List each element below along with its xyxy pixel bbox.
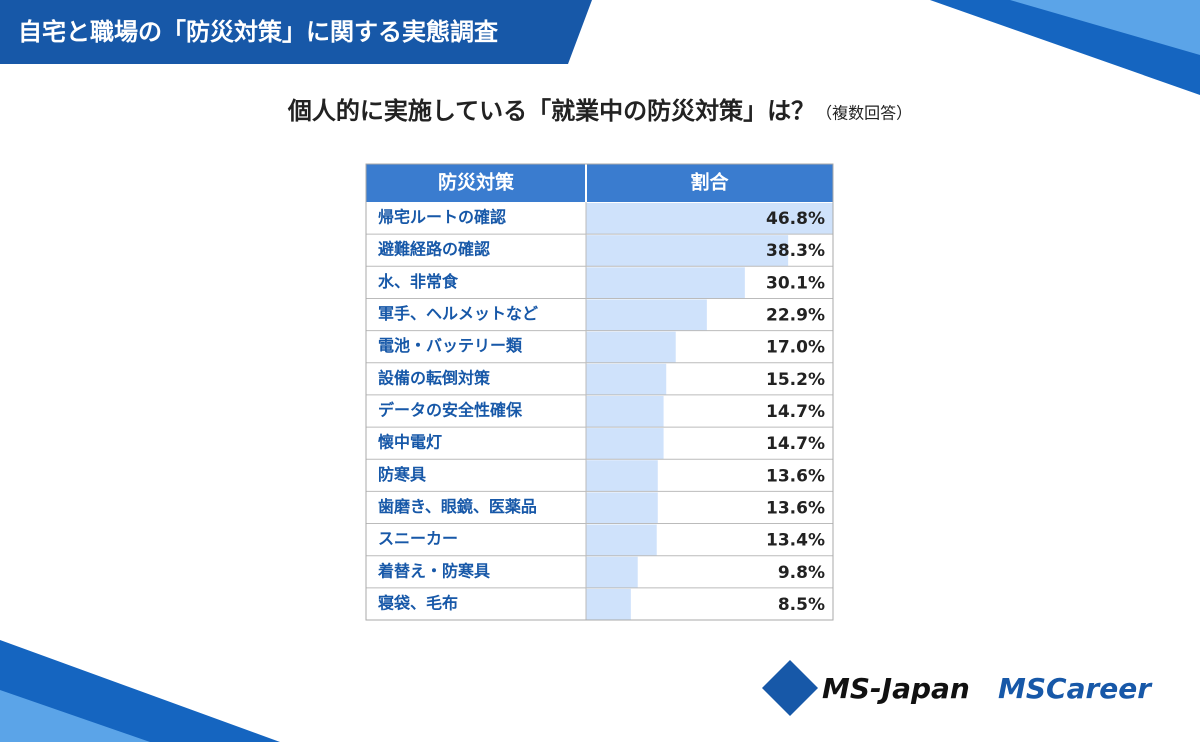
bar (586, 492, 658, 524)
logo-icon (762, 660, 818, 716)
value-label: 13.4% (766, 531, 825, 551)
header-title: 自宅と職場の「防災対策」に関する実態調査 (18, 18, 498, 46)
row-label: スニーカー (378, 529, 458, 548)
row-label: 電池・バッテリー類 (378, 336, 523, 355)
bar (586, 556, 638, 588)
row-label: 軍手、ヘルメットなど (378, 304, 538, 323)
row-label: 設備の転倒対策 (378, 368, 491, 387)
chart-subtitle: （複数回答） (816, 104, 912, 123)
logo-text: MS-Japan (822, 672, 970, 705)
row-label: 防寒具 (378, 465, 426, 484)
table-border (365, 163, 834, 621)
row-label: データの安全性確保 (378, 401, 523, 420)
value-label: 14.7% (766, 402, 825, 422)
bar (586, 299, 707, 331)
value-label: 14.7% (766, 434, 825, 454)
row-label: 帰宅ルートの確認 (378, 208, 506, 227)
value-label: 8.5% (778, 595, 825, 615)
bar (586, 203, 833, 235)
header-banner (0, 0, 592, 64)
bar (586, 460, 658, 492)
column-header: 防災対策 (438, 171, 515, 194)
value-label: 9.8% (778, 563, 825, 583)
bar (586, 267, 745, 299)
row-label: 避難経路の確認 (378, 240, 490, 259)
column-header: 割合 (690, 171, 729, 194)
header-cell (366, 164, 586, 202)
bar (586, 588, 631, 620)
value-label: 17.0% (766, 338, 825, 358)
row-label: 懐中電灯 (378, 433, 442, 452)
value-label: 13.6% (766, 466, 825, 486)
bar (586, 331, 676, 363)
row-label: 水、非常食 (378, 272, 459, 291)
value-label: 30.1% (766, 273, 825, 293)
value-label: 15.2% (766, 370, 825, 390)
decor (0, 690, 150, 742)
bar (586, 428, 664, 460)
row-label: 寝袋、毛布 (378, 593, 458, 612)
value-label: 46.8% (766, 209, 825, 229)
value-label: 13.6% (766, 498, 825, 518)
bar (586, 363, 667, 395)
row-label: 着替え・防寒具 (377, 561, 490, 580)
row-label: 歯磨き、眼鏡、医薬品 (378, 497, 537, 516)
value-label: 22.9% (766, 306, 825, 326)
chart-title: 個人的に実施している「就業中の防災対策」は？ (287, 97, 815, 125)
decor (1010, 0, 1200, 55)
logo-text: MSCareer (998, 672, 1153, 705)
bar (586, 395, 664, 428)
header-cell (586, 164, 833, 202)
bar (586, 524, 657, 556)
value-label: 38.3% (766, 241, 825, 261)
bar (586, 235, 789, 267)
logo: MS-Japan MSCareer (762, 660, 1153, 716)
